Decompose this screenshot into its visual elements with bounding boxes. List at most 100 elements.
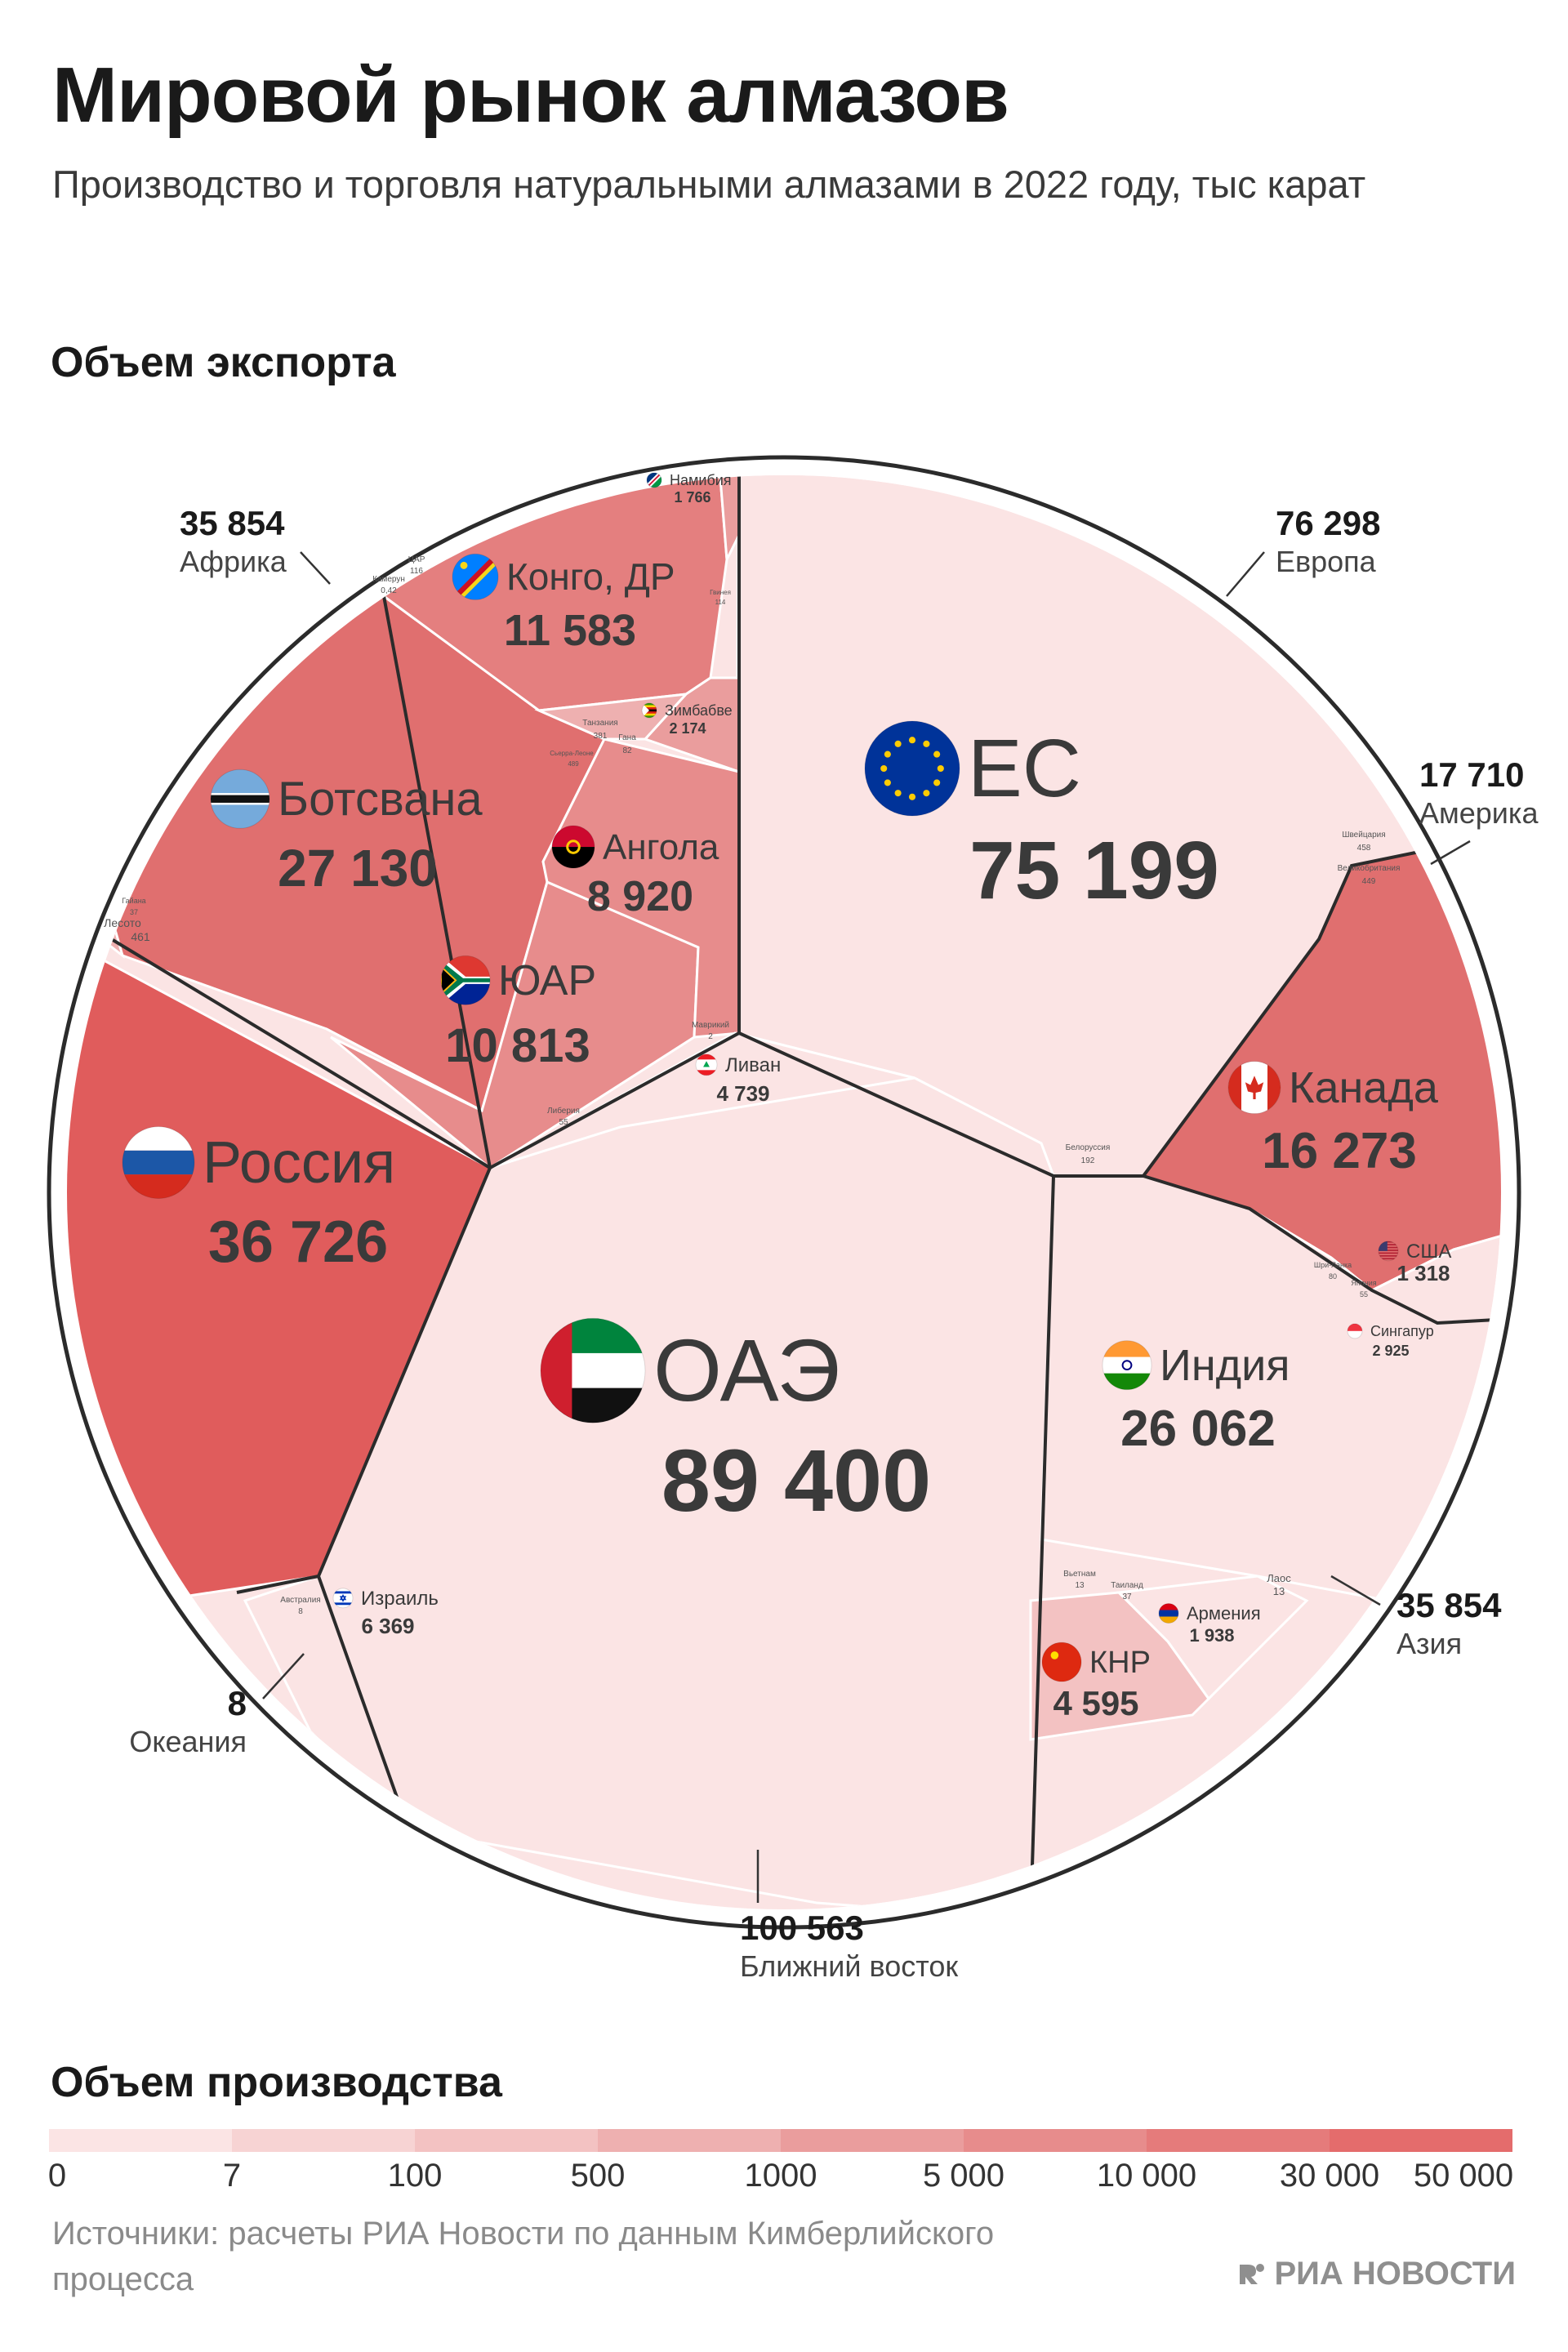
country-value-намибия: 1 766 xyxy=(674,489,710,506)
label-израиль: Израиль 6 369 xyxy=(332,1588,439,1638)
country-name-ангола: Ангола xyxy=(603,827,719,867)
south-africa-flag-icon xyxy=(440,955,491,1005)
country-name-таиланд: Таиланд xyxy=(1111,1581,1143,1590)
country-name-израиль: Израиль xyxy=(361,1588,439,1610)
country-name-ботсвана: Ботсвана xyxy=(278,773,483,826)
country-value-япония: 55 xyxy=(1360,1290,1368,1298)
region-border xyxy=(1143,1174,1501,1325)
country-value-израиль: 6 369 xyxy=(361,1614,414,1638)
region-border xyxy=(1054,831,1501,1178)
country-value-гвинея: 114 xyxy=(715,599,726,606)
label-гана: Гана 82 xyxy=(618,733,636,755)
region-total-азия: 35 854 xyxy=(1396,1586,1502,1624)
region-border xyxy=(96,929,492,1169)
page-title: Мировой рынок алмазов xyxy=(52,51,1009,139)
legend-swatch xyxy=(1147,2129,1330,2152)
country-value-россия: 36 726 xyxy=(208,1209,388,1275)
usa-flag-icon xyxy=(1378,1241,1399,1262)
label-великобритания: Великобритания 449 xyxy=(1338,863,1401,886)
label-сьерра-леоне: Сьерра-Леоне 489 xyxy=(550,750,594,768)
country-name-ливан: Ливан xyxy=(725,1054,781,1076)
label-гвинея: Гвинея 114 xyxy=(710,589,731,606)
label-конго-др: Конго, ДР 11 583 xyxy=(452,553,675,655)
country-name-зимбабве: Зимбабве xyxy=(665,702,733,719)
label-швейцария: Швейцария 458 xyxy=(1342,831,1385,853)
country-value-кнр: 4 595 xyxy=(1053,1684,1138,1722)
label-сингапур: Сингапур 2 925 xyxy=(1347,1323,1434,1359)
voronoi-chart: ЕС 75 199 ОАЭ 89 400 Россия 36 726 Ботсвана 27 … xyxy=(47,455,1539,1983)
country-name-япония: Япония xyxy=(1351,1279,1376,1287)
region-name-ближний-восток: Ближний восток xyxy=(740,1949,958,1983)
israel-flag-icon xyxy=(332,1588,354,1609)
legend-swatch xyxy=(964,2129,1147,2152)
country-value-лесото: 461 xyxy=(131,930,150,943)
region-total-океания: 8 xyxy=(228,1684,247,1722)
lebanon-flag-icon xyxy=(695,1054,718,1076)
singapore-flag-icon xyxy=(1347,1323,1363,1339)
country-value-камерун: 0,42 xyxy=(381,586,397,595)
country-value-великобритания: 449 xyxy=(1362,877,1376,886)
country-value-армения: 1 938 xyxy=(1189,1625,1234,1646)
country-name-кнр: КНР xyxy=(1089,1646,1151,1680)
label-канада: Канада 16 273 xyxy=(1227,1061,1439,1179)
production-section-title: Объем производства xyxy=(51,2059,502,2106)
label-маврикий: Маврикий 2 xyxy=(692,1021,729,1041)
country-name-гана: Гана xyxy=(618,733,636,742)
country-value-шри-ланка: 80 xyxy=(1329,1272,1337,1281)
country-value-конго-др: 11 583 xyxy=(504,606,636,655)
namibia-flag-icon xyxy=(646,472,662,488)
callout-line xyxy=(1330,1575,1381,1606)
region-border xyxy=(1029,1175,1055,1909)
label-оаэ: ОАЭ 89 400 xyxy=(540,1317,931,1530)
country-value-швейцария: 458 xyxy=(1357,844,1371,853)
russia-flag-icon xyxy=(122,1126,195,1200)
legend-tick-label: 30 000 xyxy=(1279,2158,1380,2194)
canada-flag-icon xyxy=(1227,1061,1281,1115)
labels-group: ЕС 75 199 ОАЭ 89 400 Россия 36 726 Ботсвана 27 … xyxy=(104,472,1451,1722)
legend-tick-label: 10 000 xyxy=(1096,2158,1197,2194)
region-name-африка: Африка xyxy=(180,545,287,578)
legend-swatch xyxy=(598,2129,781,2152)
region-border xyxy=(738,1031,1054,1178)
legend-swatch xyxy=(232,2129,415,2152)
country-name-индия: Индия xyxy=(1160,1341,1290,1390)
region-total-америка: 17 710 xyxy=(1419,755,1524,794)
callout-line xyxy=(300,551,331,585)
country-value-сьерра-леоне: 489 xyxy=(568,760,579,768)
region-name-европа: Европа xyxy=(1276,545,1377,578)
callout-line xyxy=(1430,840,1471,866)
region-borders xyxy=(96,475,1501,1909)
country-name-конго-др: Конго, ДР xyxy=(506,555,675,598)
label-цар: ЦАР 116 xyxy=(408,555,425,576)
production-legend-bar xyxy=(49,2129,1512,2152)
country-name-лесото: Лесото xyxy=(104,916,141,929)
label-ливан: Ливан 4 739 xyxy=(695,1054,781,1106)
callout-line xyxy=(262,1653,305,1699)
country-name-либерия: Либерия xyxy=(547,1106,580,1116)
country-value-ливан: 4 739 xyxy=(716,1081,769,1106)
legend-tick-label: 100 xyxy=(387,2158,443,2194)
label-индия: Индия 26 062 xyxy=(1102,1340,1290,1457)
country-value-гайана: 37 xyxy=(130,908,138,916)
region-border xyxy=(382,595,492,1169)
label-гайана: Гайана 37 xyxy=(122,897,145,916)
cell-ангола xyxy=(541,737,741,1039)
country-name-вьетнам: Вьетнам xyxy=(1063,1570,1096,1579)
region-name-азия: Азия xyxy=(1396,1627,1462,1660)
drc-flag-icon xyxy=(452,553,499,600)
legend-tick-label: 50 000 xyxy=(1413,2158,1514,2194)
label-ангола: Ангола 8 920 xyxy=(551,825,719,920)
source-note: Источники: расчеты РИА Новости по данным… xyxy=(52,2216,995,2297)
country-name-оаэ: ОАЭ xyxy=(653,1321,840,1419)
country-value-оаэ: 89 400 xyxy=(662,1431,931,1530)
country-name-танзания: Танзания xyxy=(582,719,617,728)
eu-flag-icon xyxy=(864,720,960,817)
label-танзания: Танзания 381 xyxy=(582,719,617,741)
legend-tick-label: 500 xyxy=(570,2158,626,2194)
